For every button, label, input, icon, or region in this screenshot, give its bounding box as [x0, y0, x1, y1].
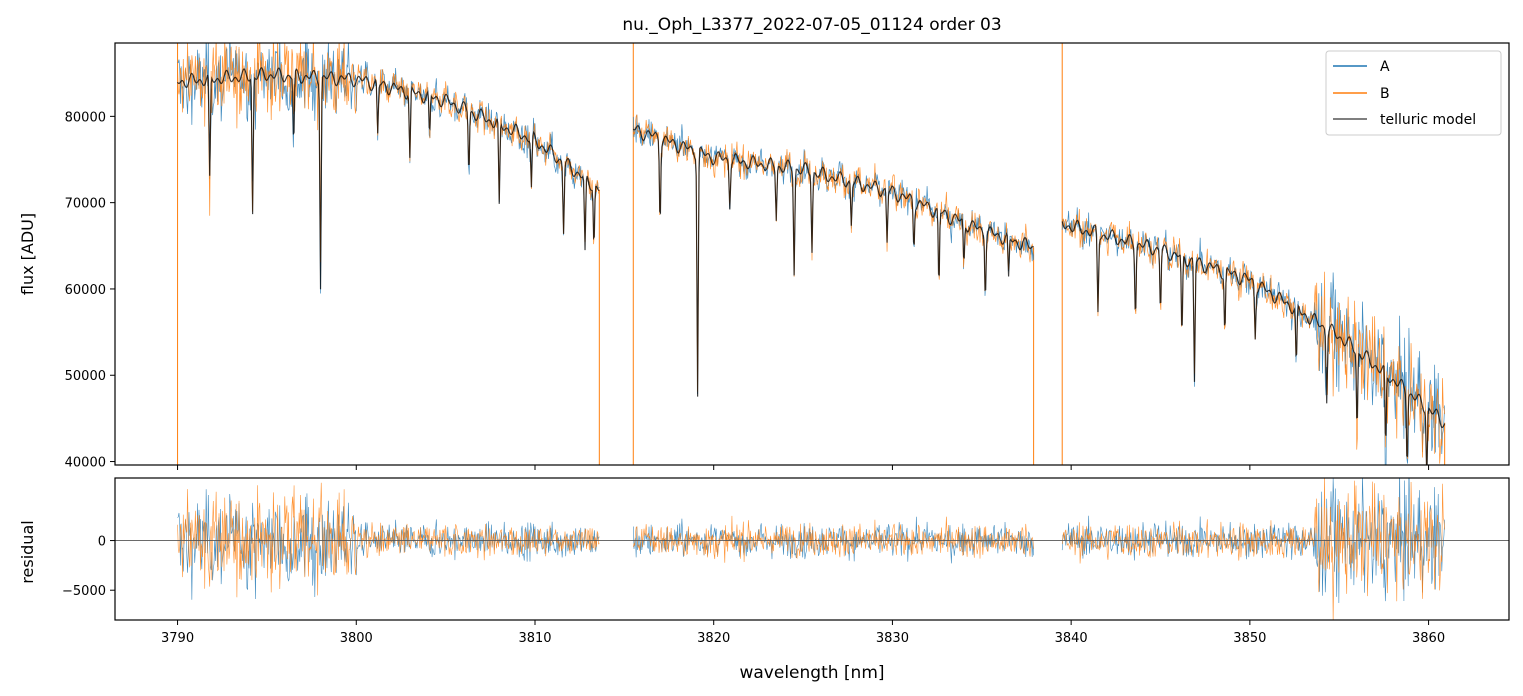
series-b-1: [632, 114, 1034, 392]
x-tick-label: 3850: [1233, 631, 1266, 646]
legend-box: [1325, 50, 1502, 136]
flux-y-tick-label: 60000: [65, 283, 106, 298]
residual-y-axis-label: residual: [18, 520, 37, 583]
legend-label-a: A: [1380, 59, 1390, 75]
series-b-0: [177, 43, 600, 263]
x-tick-label: 3810: [518, 631, 551, 646]
flux-y-tick-label: 70000: [65, 197, 106, 212]
flux-y-axis-label: flux [ADU]: [18, 213, 37, 295]
x-tick-label: 3790: [161, 631, 194, 646]
legend: A B telluric model: [1325, 50, 1502, 136]
telluric-model-0: [177, 67, 600, 290]
flux-panel: 40000 50000 60000 70000 80000 flux [ADU] A B…: [18, 42, 1510, 471]
x-tick-label: 3830: [876, 631, 909, 646]
residual-x-ticks: 3790 3800 3810 3820 3830 3840 3850 3860: [161, 620, 1445, 646]
x-axis-label: wavelength [nm]: [739, 663, 884, 683]
x-tick-label: 3820: [697, 631, 730, 646]
x-tick-label: 3840: [1055, 631, 1088, 646]
series-b-2: [1061, 209, 1446, 465]
residual-panel: −50000 3790 3800 3810 3820 3830 3840 3850 3860 …: [18, 477, 1510, 683]
series-a-0: [177, 43, 600, 294]
x-tick-label: 3860: [1412, 631, 1445, 646]
x-tick-label: 3800: [340, 631, 373, 646]
residual-axes-frame: [114, 477, 1510, 621]
residual-y-ticks: −5000 0: [62, 535, 115, 599]
telluric-model-2: [1061, 219, 1446, 465]
flux-y-tick-label: 80000: [65, 110, 106, 125]
residual-y-tick-label: 0: [98, 535, 106, 550]
flux-x-ticks: [177, 465, 1430, 470]
flux-y-ticks: 40000 50000 60000 70000 80000: [65, 110, 115, 471]
legend-label-b: B: [1380, 86, 1390, 102]
residual-y-tick-label: −5000: [62, 584, 106, 599]
flux-y-tick-label: 40000: [65, 456, 106, 471]
series-a-2: [1061, 207, 1446, 465]
legend-label-model: telluric model: [1380, 112, 1476, 128]
residual-b-1: [632, 515, 1034, 563]
flux-axes-frame: [114, 42, 1510, 466]
flux-y-tick-label: 50000: [65, 369, 106, 384]
residual-b-2: [1061, 478, 1445, 620]
residual-series: [115, 478, 1509, 620]
series-a-1: [632, 114, 1034, 394]
chart-title: nu._Oph_L3377_2022-07-05_01124 order 03: [622, 15, 1001, 35]
residual-b-0: [177, 482, 600, 598]
flux-series: [177, 43, 1446, 465]
telluric-model-1: [632, 125, 1034, 397]
